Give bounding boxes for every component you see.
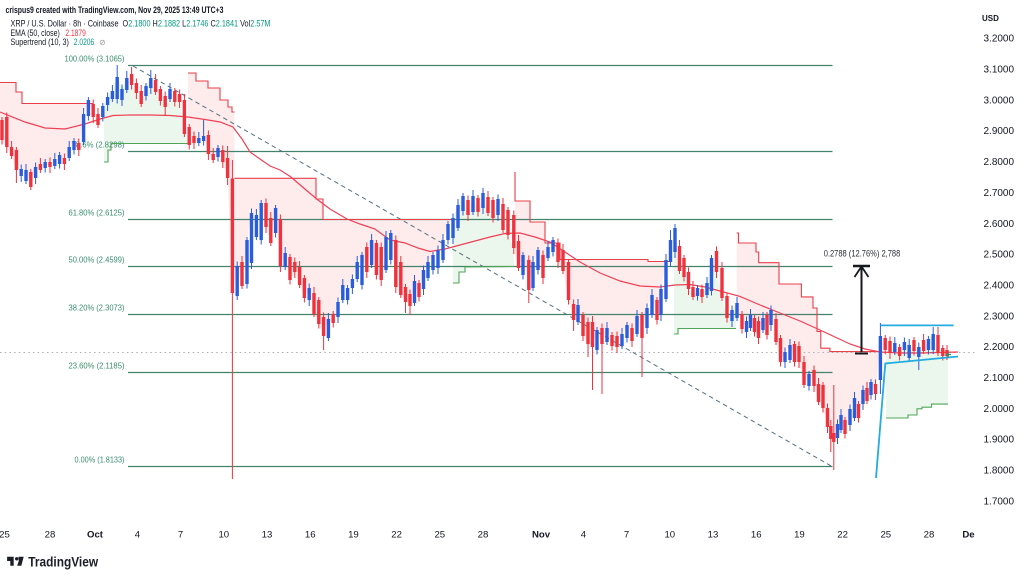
svg-text:19: 19 [348, 530, 359, 541]
svg-text:⊘: ⊘ [99, 38, 106, 47]
svg-text:1.9000: 1.9000 [984, 435, 1015, 446]
svg-text:Oct: Oct [87, 530, 104, 541]
svg-text:28: 28 [45, 530, 56, 541]
svg-text:10: 10 [664, 530, 675, 541]
svg-text:3.0000: 3.0000 [984, 95, 1015, 106]
svg-text:13: 13 [708, 530, 719, 541]
svg-text:crispus9 created with TradingV: crispus9 created with TradingView.com, N… [6, 5, 224, 16]
svg-text:2.5000: 2.5000 [984, 250, 1015, 261]
svg-text:EMA (50, close): EMA (50, close) [11, 28, 60, 38]
svg-text:25: 25 [434, 530, 445, 541]
svg-text:0.00% (1.8133): 0.00% (1.8133) [75, 454, 125, 464]
svg-text:10: 10 [218, 530, 229, 541]
svg-text:USD: USD [982, 14, 999, 23]
svg-text:Supertrend (10, 3): Supertrend (10, 3) [11, 37, 69, 47]
svg-text:3.1000: 3.1000 [984, 65, 1015, 76]
svg-text:38.20% (2.3073): 38.20% (2.3073) [69, 302, 125, 312]
svg-text:1.8000: 1.8000 [984, 466, 1015, 477]
svg-text:4: 4 [581, 530, 587, 541]
svg-text:23.60% (2.1185): 23.60% (2.1185) [69, 360, 125, 370]
svg-text:2.2000: 2.2000 [984, 342, 1015, 353]
svg-text:19: 19 [794, 530, 805, 541]
svg-text:2.3000: 2.3000 [984, 311, 1015, 322]
svg-text:4: 4 [135, 530, 141, 541]
svg-text:2.0206: 2.0206 [74, 37, 94, 47]
svg-text:2.4000: 2.4000 [984, 280, 1015, 291]
svg-text:100.00% (3.1065): 100.00% (3.1065) [65, 53, 125, 63]
svg-text:2.1879: 2.1879 [65, 28, 85, 38]
svg-text:25: 25 [0, 530, 10, 541]
svg-text:28: 28 [924, 530, 935, 541]
svg-text:Nov: Nov [532, 530, 551, 541]
svg-text:2.6000: 2.6000 [984, 219, 1015, 230]
svg-text:78.6% (2.8298): 78.6% (2.8298) [72, 139, 125, 149]
svg-text:TradingView: TradingView [28, 555, 98, 570]
svg-text:2.9000: 2.9000 [984, 126, 1015, 137]
svg-text:De: De [962, 530, 974, 541]
svg-text:13: 13 [262, 530, 273, 541]
svg-text:0.2788 (12.76%) 2,788: 0.2788 (12.76%) 2,788 [824, 249, 901, 260]
svg-text:XRP / U.S. Dollar · 8h · Coinb: XRP / U.S. Dollar · 8h · Coinbase O2.180… [11, 19, 271, 29]
svg-text:2.8000: 2.8000 [984, 157, 1015, 168]
svg-text:61.80% (2.6125): 61.80% (2.6125) [69, 207, 125, 217]
svg-text:2.1000: 2.1000 [984, 373, 1015, 384]
svg-text:2.0000: 2.0000 [984, 404, 1015, 415]
svg-text:2.7000: 2.7000 [984, 188, 1015, 199]
svg-text:16: 16 [305, 530, 316, 541]
svg-text:7: 7 [178, 530, 183, 541]
svg-text:28: 28 [478, 530, 489, 541]
svg-text:22: 22 [837, 530, 848, 541]
svg-text:50.00% (2.4599): 50.00% (2.4599) [69, 254, 125, 264]
svg-text:22: 22 [391, 530, 402, 541]
svg-text:25: 25 [880, 530, 891, 541]
svg-text:7: 7 [624, 530, 629, 541]
svg-text:1.7000: 1.7000 [984, 496, 1015, 507]
svg-text:16: 16 [751, 530, 762, 541]
svg-text:3.2000: 3.2000 [984, 34, 1015, 45]
